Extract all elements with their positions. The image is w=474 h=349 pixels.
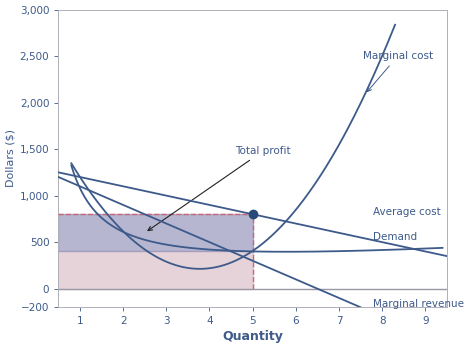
Text: Demand: Demand: [374, 231, 418, 242]
Text: Total profit: Total profit: [148, 146, 291, 231]
Text: Marginal cost: Marginal cost: [363, 51, 433, 91]
X-axis label: Quantity: Quantity: [222, 331, 283, 343]
Text: Marginal revenue: Marginal revenue: [374, 299, 465, 309]
Text: Average cost: Average cost: [374, 207, 441, 217]
Y-axis label: Dollars ($): Dollars ($): [6, 129, 16, 187]
